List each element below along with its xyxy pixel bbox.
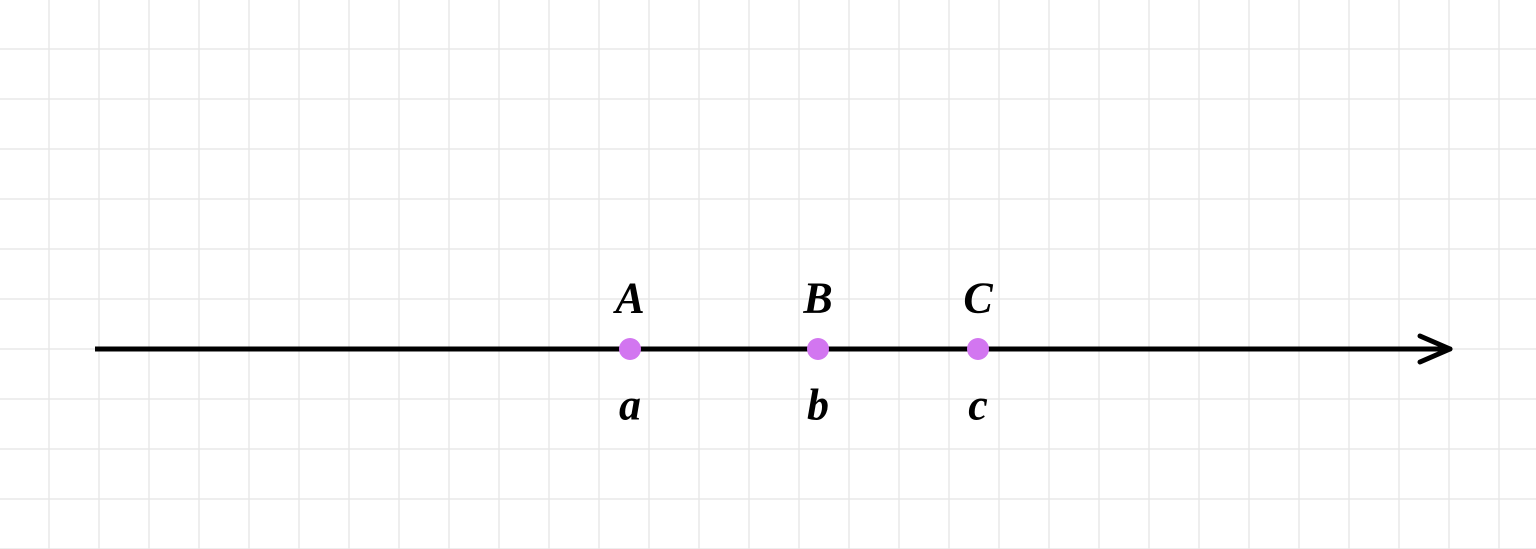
point-A	[619, 338, 641, 360]
number-line-diagram: Aa Bb Cc	[0, 0, 1536, 549]
grid	[0, 0, 1536, 549]
point-B	[807, 338, 829, 360]
point-label-below-C: c	[968, 380, 988, 431]
point-label-below-A: a	[619, 380, 641, 431]
point-label-above-C: C	[963, 273, 992, 324]
point-C	[967, 338, 989, 360]
diagram-svg	[0, 0, 1536, 549]
point-label-above-A: A	[615, 273, 644, 324]
point-label-above-B: B	[803, 273, 832, 324]
point-label-below-B: b	[807, 380, 829, 431]
